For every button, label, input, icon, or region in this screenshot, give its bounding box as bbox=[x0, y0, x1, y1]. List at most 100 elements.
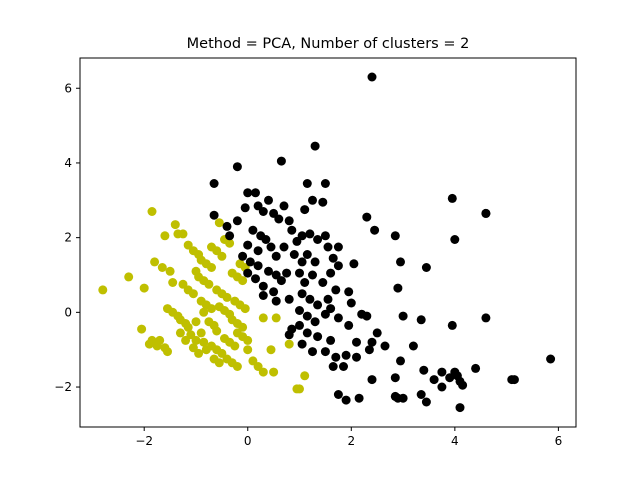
scatter-point bbox=[447, 320, 457, 330]
scatter-point bbox=[222, 221, 232, 231]
scatter-point bbox=[238, 276, 248, 286]
scatter-point bbox=[421, 397, 431, 407]
axes-layer: −2 0 2 4 6 −2 0 2 4 6 bbox=[54, 57, 577, 448]
scatter-point bbox=[310, 141, 320, 151]
scatter-point bbox=[546, 354, 556, 364]
scatter-point bbox=[344, 287, 354, 297]
scatter-point bbox=[258, 291, 268, 300]
scatter-point bbox=[139, 283, 149, 293]
scatter-point bbox=[243, 240, 253, 250]
scatter-point bbox=[333, 390, 343, 399]
scatter-point bbox=[214, 218, 224, 228]
scatter-point bbox=[271, 251, 281, 261]
scatter-point bbox=[320, 179, 330, 188]
scatter-point bbox=[471, 363, 481, 373]
scatter-point bbox=[194, 348, 204, 358]
scatter-point bbox=[357, 309, 367, 319]
scatter-point bbox=[341, 395, 351, 405]
scatter-point bbox=[346, 298, 356, 308]
scatter-point bbox=[147, 207, 157, 216]
scatter-point bbox=[261, 235, 271, 244]
scatter-point bbox=[209, 179, 219, 188]
scatter-point bbox=[284, 216, 294, 226]
scatter-point bbox=[191, 317, 201, 327]
scatter-point bbox=[165, 266, 175, 276]
scatter-point bbox=[390, 231, 400, 241]
scatter-point bbox=[232, 362, 242, 371]
scatter-point bbox=[245, 257, 255, 267]
scatter-point bbox=[313, 235, 323, 244]
series-0 bbox=[98, 207, 310, 394]
scatter-point bbox=[295, 320, 304, 330]
scatter-point bbox=[333, 313, 343, 323]
plot-frame bbox=[79, 57, 577, 428]
y-tick-label: 4 bbox=[64, 156, 72, 170]
scatter-point bbox=[168, 278, 178, 287]
scatter-point bbox=[284, 330, 294, 340]
scatter-point bbox=[170, 220, 180, 230]
scatter-point bbox=[264, 195, 273, 205]
scatter-point bbox=[367, 375, 377, 385]
scatter-point bbox=[269, 287, 279, 297]
scatter-point bbox=[421, 263, 431, 272]
scatter-point bbox=[302, 179, 312, 188]
points-layer bbox=[98, 72, 556, 413]
scatter-point bbox=[188, 289, 198, 299]
scatter-point bbox=[300, 205, 310, 215]
scatter-point bbox=[323, 242, 333, 252]
scatter-point bbox=[509, 375, 519, 385]
scatter-point bbox=[178, 229, 188, 239]
scatter-point bbox=[274, 214, 284, 224]
scatter-point bbox=[481, 208, 491, 218]
scatter-point bbox=[289, 250, 299, 259]
scatter-point bbox=[276, 276, 286, 286]
scatter-point bbox=[326, 304, 336, 314]
scatter-point bbox=[416, 390, 426, 399]
scatter-point bbox=[308, 270, 317, 280]
chart-title: Method = PCA, Number of clusters = 2 bbox=[187, 36, 470, 52]
x-tick-label: 0 bbox=[244, 434, 252, 448]
scatter-point bbox=[279, 201, 289, 211]
scatter-point bbox=[354, 393, 364, 403]
scatter-point bbox=[320, 231, 330, 241]
scatter-point bbox=[207, 304, 216, 314]
scatter-point bbox=[253, 261, 263, 271]
scatter-point bbox=[297, 257, 307, 267]
scatter-point bbox=[333, 261, 343, 271]
scatter-point bbox=[295, 306, 304, 315]
scatter-point bbox=[258, 367, 268, 377]
scatter-point bbox=[124, 272, 134, 282]
scatter-point bbox=[251, 188, 260, 198]
scatter-point bbox=[323, 294, 333, 304]
scatter-point bbox=[258, 207, 268, 216]
scatter-point bbox=[318, 197, 328, 207]
scatter-point bbox=[380, 341, 390, 351]
scatter-point bbox=[328, 362, 338, 371]
scatter-point bbox=[302, 311, 312, 321]
scatter-point bbox=[331, 352, 341, 362]
x-tick-label: 2 bbox=[347, 434, 355, 448]
scatter-point bbox=[150, 257, 160, 267]
scatter-point bbox=[455, 403, 465, 413]
scatter-point bbox=[310, 257, 320, 267]
scatter-point bbox=[258, 281, 268, 291]
scatter-point bbox=[408, 341, 418, 351]
scatter-point bbox=[416, 315, 426, 325]
scatter-point bbox=[209, 210, 219, 220]
scatter-point bbox=[191, 335, 201, 345]
scatter-point bbox=[300, 278, 310, 287]
x-tick-label: −2 bbox=[135, 434, 153, 448]
scatter-point bbox=[287, 225, 297, 235]
scatter-point bbox=[447, 193, 457, 203]
scatter-point bbox=[264, 266, 273, 276]
scatter-point bbox=[243, 345, 253, 355]
scatter-point bbox=[297, 339, 307, 349]
scatter-point bbox=[284, 294, 294, 304]
scatter-point bbox=[276, 156, 286, 166]
scatter-point bbox=[271, 296, 281, 306]
scatter-point bbox=[163, 347, 172, 357]
scatter-point bbox=[207, 263, 216, 272]
scatter-point bbox=[310, 317, 320, 327]
scatter-point bbox=[333, 242, 343, 252]
y-tick-label: 2 bbox=[64, 231, 72, 245]
